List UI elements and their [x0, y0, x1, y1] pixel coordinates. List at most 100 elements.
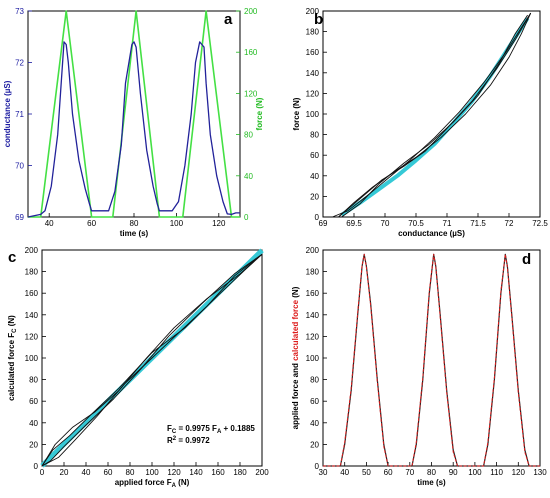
panel-a: 40 60 80 100 120 69 70 71 72 73 0 40 80 120 160 200 time…	[3, 7, 264, 238]
panel-b-x-tick-label: 70	[381, 219, 390, 228]
panel-a-letter: a	[224, 11, 233, 28]
eq-part: F	[167, 424, 172, 433]
panel-b-y-tick-label: 20	[310, 192, 319, 201]
panel-b-y-tick-label: 160	[306, 48, 320, 57]
panel-b-y-label: force (N)	[292, 97, 301, 130]
panel-d-x-label: time (s)	[417, 478, 446, 487]
panel-c-y-tick-label: 0	[34, 462, 39, 471]
panel-b-y-tick-label: 60	[310, 151, 319, 160]
panel-c-loop-line	[41, 253, 263, 467]
panel-d-y-tick-label: 40	[310, 419, 319, 428]
panel-b-y-tick-label: 40	[310, 172, 319, 181]
r2-part: = 0.9972	[176, 436, 210, 445]
panel-d-y-tick-label: 0	[315, 462, 320, 471]
panel-d-y-tick-label: 200	[306, 246, 320, 255]
panel-c-x-tick-label: 160	[211, 468, 225, 477]
panel-a-y-tick-label: 69	[15, 213, 24, 222]
panel-b-y-tick-label: 140	[306, 69, 320, 78]
panel-d: 30 40 50 60 70 80 90 100 110 120 130 0 20 40 60 80 100 12…	[291, 246, 547, 487]
panel-c-y-tick-label: 160	[25, 289, 39, 298]
r2-part: R	[167, 436, 173, 445]
panel-a-conductance-line	[27, 41, 240, 218]
panel-d-y-label-part: applied force and	[291, 361, 300, 429]
panel-c-y-tick-label: 180	[25, 268, 39, 277]
panel-c-y-label-sub: C	[12, 328, 18, 333]
panel-a-x-tick-label: 120	[212, 219, 226, 228]
panel-c-x-label-sub: A	[172, 483, 177, 489]
panel-c-x-tick-label: 200	[255, 468, 269, 477]
panel-c: 0 20 40 60 80 100 120 140 160 180 200 0 20 40 60 80 100 1…	[7, 246, 269, 489]
panel-a-y2-tick-label: 120	[244, 89, 258, 98]
panel-c-x-label: applied force FA (N)	[115, 478, 190, 489]
panel-c-y-tick-label: 80	[29, 376, 38, 385]
panel-c-y-label-tail: (N)	[7, 315, 16, 329]
panel-d-x-tick-label: 40	[340, 468, 349, 477]
panel-c-y-tick-label: 120	[25, 332, 39, 341]
panel-a-x-label: time (s)	[120, 229, 149, 238]
panel-a-x-tick-label: 80	[130, 219, 139, 228]
panel-c-x-tick-label: 100	[145, 468, 159, 477]
eq-part: A	[217, 429, 222, 435]
panel-a-force-line	[28, 10, 240, 218]
panel-a-y2-tick-label: 200	[244, 7, 258, 16]
panel-d-y-tick-label: 100	[306, 354, 320, 363]
panel-d-x-tick-label: 30	[319, 468, 328, 477]
panel-b-x-tick-label: 72	[505, 219, 514, 228]
panel-c-loop-line	[41, 253, 263, 467]
panel-a-y-tick-label: 73	[15, 7, 24, 16]
panel-b-loop-line	[332, 12, 532, 218]
panel-d-x-tick-label: 90	[449, 468, 458, 477]
panel-d-y-tick-label: 60	[310, 397, 319, 406]
panel-d-x-tick-label: 100	[468, 468, 482, 477]
eq-part: = 0.9975 F	[176, 424, 217, 433]
panel-a-y2-tick-label: 0	[244, 213, 249, 222]
r2-part: 2	[173, 436, 177, 442]
panel-b-x-tick-label: 69	[319, 219, 328, 228]
eq-part: C	[172, 429, 177, 435]
panel-b-x-tick-label: 70.5	[408, 219, 424, 228]
eq-part: + 0.1885	[221, 424, 255, 433]
panel-c-x-tick-label: 180	[233, 468, 247, 477]
panel-d-x-tick-label: 80	[427, 468, 436, 477]
panel-c-y-label: calculated force FC (N)	[7, 315, 18, 401]
panel-a-x-tick-label: 60	[87, 219, 96, 228]
panel-c-x-tick-label: 140	[189, 468, 203, 477]
panel-a-y-label: conductance (µS)	[3, 80, 12, 147]
panel-d-plot-frame	[322, 249, 541, 467]
panel-b-y-tick-label: 100	[306, 110, 320, 119]
panel-b-x-tick-label: 69.5	[346, 219, 362, 228]
panel-d-y-tick-label: 180	[306, 268, 320, 277]
panel-b-x-tick-label: 71.5	[470, 219, 486, 228]
panel-a-y2-tick-label: 80	[244, 131, 253, 140]
panel-c-x-tick-label: 120	[167, 468, 181, 477]
panel-b-loop-line	[338, 12, 532, 218]
panel-d-calculated-force-line	[323, 253, 540, 467]
panel-d-y-tick-label: 120	[306, 332, 320, 341]
panel-a-y-tick-label: 72	[15, 59, 24, 68]
panel-c-y-tick-label: 60	[29, 397, 38, 406]
panel-a-y2-tick-label: 40	[244, 172, 253, 181]
panel-d-y-tick-label: 160	[306, 289, 320, 298]
panel-c-y-tick-label: 40	[29, 419, 38, 428]
panel-d-y-tick-label: 20	[310, 440, 319, 449]
panel-d-y-label: applied force and calculated force (N)	[291, 286, 300, 429]
panel-b-x-tick-label: 72.5	[532, 219, 548, 228]
panel-b-fit-line	[340, 17, 530, 217]
panel-b-plot-frame	[322, 10, 541, 218]
panel-a-y-tick-label: 70	[15, 162, 24, 171]
panel-c-x-label-tail: (N)	[176, 478, 190, 487]
panel-c-x-tick-label: 60	[104, 468, 113, 477]
panel-c-y-tick-label: 20	[29, 440, 38, 449]
panel-c-y-label-main: calculated force F	[7, 333, 16, 401]
panel-b: 69 69.5 70 70.5 71 71.5 72 72.5 0 20 40 60 80 100 120 1…	[292, 7, 548, 238]
panel-c-r-squared: R2 = 0.9972	[167, 436, 210, 445]
panel-a-y-tick-label: 71	[15, 110, 24, 119]
panel-b-letter: b	[314, 11, 323, 28]
panel-c-fit-equation: FC = 0.9975 FA + 0.1885	[167, 424, 255, 435]
panel-a-x-tick-label: 100	[170, 219, 184, 228]
panel-c-x-tick-label: 40	[82, 468, 91, 477]
panel-d-x-tick-label: 60	[384, 468, 393, 477]
panel-c-letter: c	[8, 249, 16, 266]
panel-c-loop-line	[41, 253, 263, 467]
panel-d-x-tick-label: 120	[512, 468, 526, 477]
